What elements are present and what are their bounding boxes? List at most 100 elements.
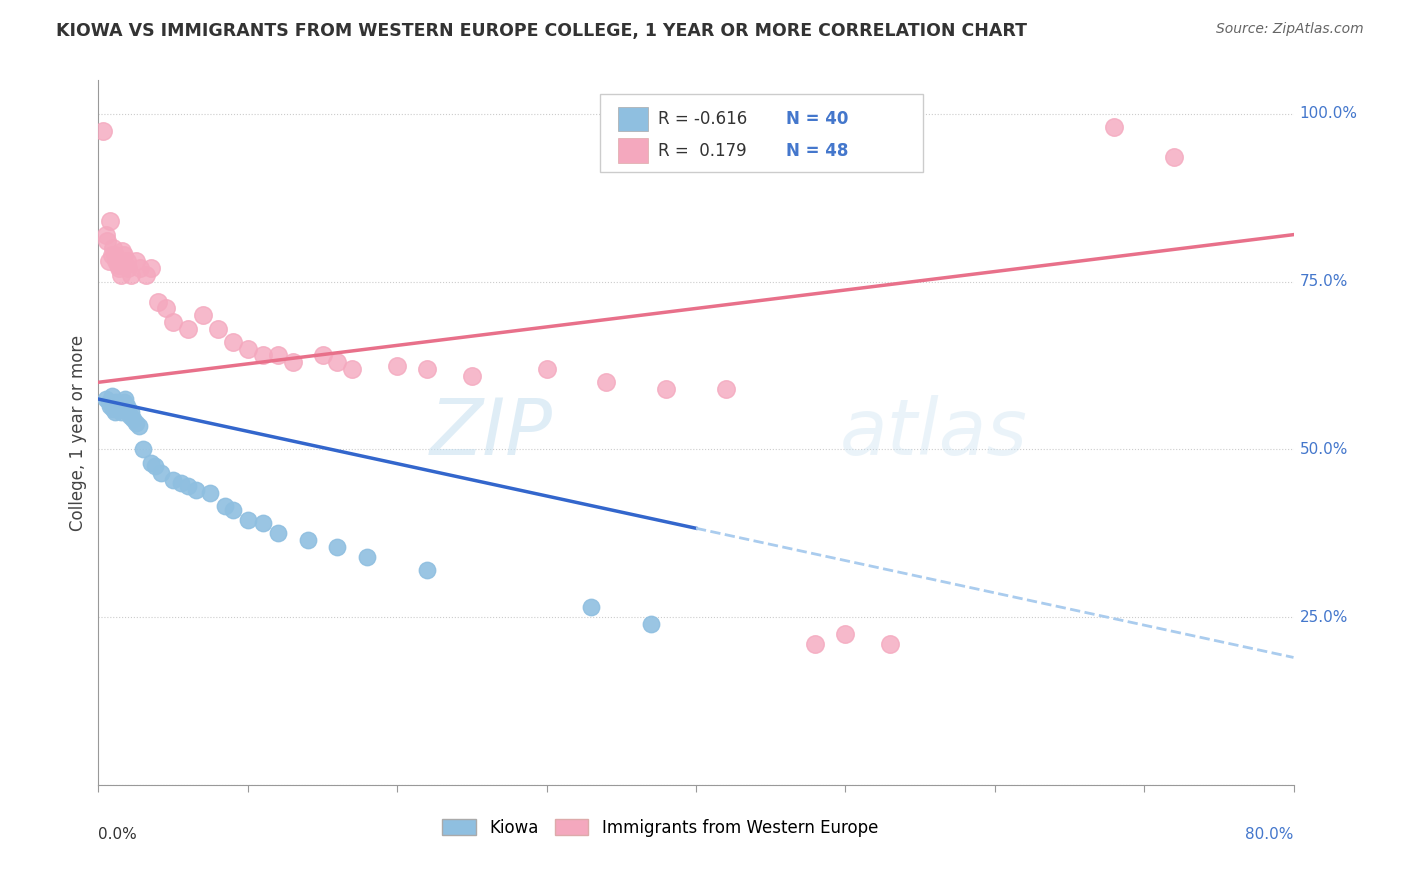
Point: [169, 475, 191, 490]
Point: [94, 392, 117, 406]
Point: [120, 405, 142, 419]
Text: atlas: atlas: [839, 394, 1028, 471]
Point: [115, 399, 138, 413]
Point: [111, 244, 134, 259]
Point: [236, 342, 259, 356]
Point: [105, 395, 128, 409]
Legend: Kiowa, Immigrants from Western Europe: Kiowa, Immigrants from Western Europe: [436, 813, 884, 844]
Point: [104, 248, 127, 262]
Point: [114, 392, 136, 406]
Text: 50.0%: 50.0%: [1299, 442, 1348, 457]
Point: [91, 123, 114, 137]
Text: R =  0.179: R = 0.179: [658, 142, 747, 160]
Point: [236, 513, 259, 527]
Point: [155, 301, 177, 316]
Point: [184, 483, 207, 497]
Point: [177, 479, 200, 493]
FancyBboxPatch shape: [619, 107, 648, 131]
Point: [1104, 120, 1126, 135]
Text: 80.0%: 80.0%: [1246, 827, 1294, 842]
FancyBboxPatch shape: [600, 95, 922, 172]
Point: [214, 500, 236, 514]
Point: [110, 405, 132, 419]
Point: [281, 355, 304, 369]
Point: [125, 254, 148, 268]
Point: [101, 389, 124, 403]
Point: [326, 540, 349, 554]
Point: [108, 261, 131, 276]
Point: [162, 473, 184, 487]
Point: [191, 308, 214, 322]
Point: [101, 248, 124, 262]
Point: [252, 348, 274, 362]
Point: [98, 214, 122, 228]
Point: [177, 321, 200, 335]
Point: [103, 402, 125, 417]
Text: 0.0%: 0.0%: [98, 827, 138, 842]
Point: [150, 466, 173, 480]
Point: [107, 399, 129, 413]
Point: [640, 616, 662, 631]
Point: [655, 382, 678, 396]
Text: KIOWA VS IMMIGRANTS FROM WESTERN EUROPE COLLEGE, 1 YEAR OR MORE CORRELATION CHAR: KIOWA VS IMMIGRANTS FROM WESTERN EUROPE …: [56, 22, 1028, 40]
Point: [97, 254, 120, 268]
Y-axis label: College, 1 year or more: College, 1 year or more: [69, 334, 87, 531]
Point: [115, 254, 138, 268]
Text: 25.0%: 25.0%: [1299, 609, 1348, 624]
Text: 100.0%: 100.0%: [1299, 106, 1358, 121]
Point: [112, 395, 135, 409]
Point: [342, 362, 364, 376]
Point: [121, 412, 143, 426]
Point: [804, 637, 827, 651]
Point: [311, 348, 333, 362]
Point: [297, 533, 319, 547]
Point: [118, 409, 141, 423]
Point: [120, 268, 142, 282]
Point: [385, 359, 409, 373]
Point: [139, 456, 162, 470]
Point: [98, 399, 122, 413]
Point: [143, 459, 166, 474]
Point: [105, 254, 128, 268]
Point: [252, 516, 274, 531]
Point: [267, 348, 290, 362]
Point: [207, 321, 229, 335]
Point: [114, 258, 136, 272]
Text: ZIP: ZIP: [430, 394, 553, 471]
Point: [148, 294, 170, 309]
Point: [162, 315, 184, 329]
Point: [139, 261, 162, 276]
Point: [96, 235, 118, 249]
FancyBboxPatch shape: [619, 138, 648, 163]
Text: R = -0.616: R = -0.616: [658, 110, 747, 128]
Point: [714, 382, 737, 396]
Point: [581, 600, 603, 615]
Point: [112, 248, 135, 262]
Point: [267, 526, 290, 541]
Point: [834, 627, 856, 641]
Point: [461, 368, 484, 383]
Point: [125, 416, 148, 430]
Point: [132, 442, 155, 457]
Point: [107, 258, 129, 272]
Point: [356, 549, 378, 564]
Point: [135, 268, 157, 282]
Point: [326, 355, 349, 369]
Point: [103, 241, 125, 255]
Point: [200, 486, 222, 500]
Point: [1163, 151, 1185, 165]
Point: [595, 376, 617, 390]
Point: [222, 503, 245, 517]
Point: [222, 334, 245, 349]
Point: [117, 261, 139, 276]
Point: [416, 362, 439, 376]
Point: [536, 362, 558, 376]
Point: [129, 261, 152, 276]
Point: [128, 418, 150, 433]
Text: N = 40: N = 40: [786, 110, 848, 128]
Point: [104, 405, 127, 419]
Point: [94, 227, 117, 242]
Point: [108, 402, 131, 417]
Point: [117, 402, 139, 417]
Point: [111, 402, 134, 417]
